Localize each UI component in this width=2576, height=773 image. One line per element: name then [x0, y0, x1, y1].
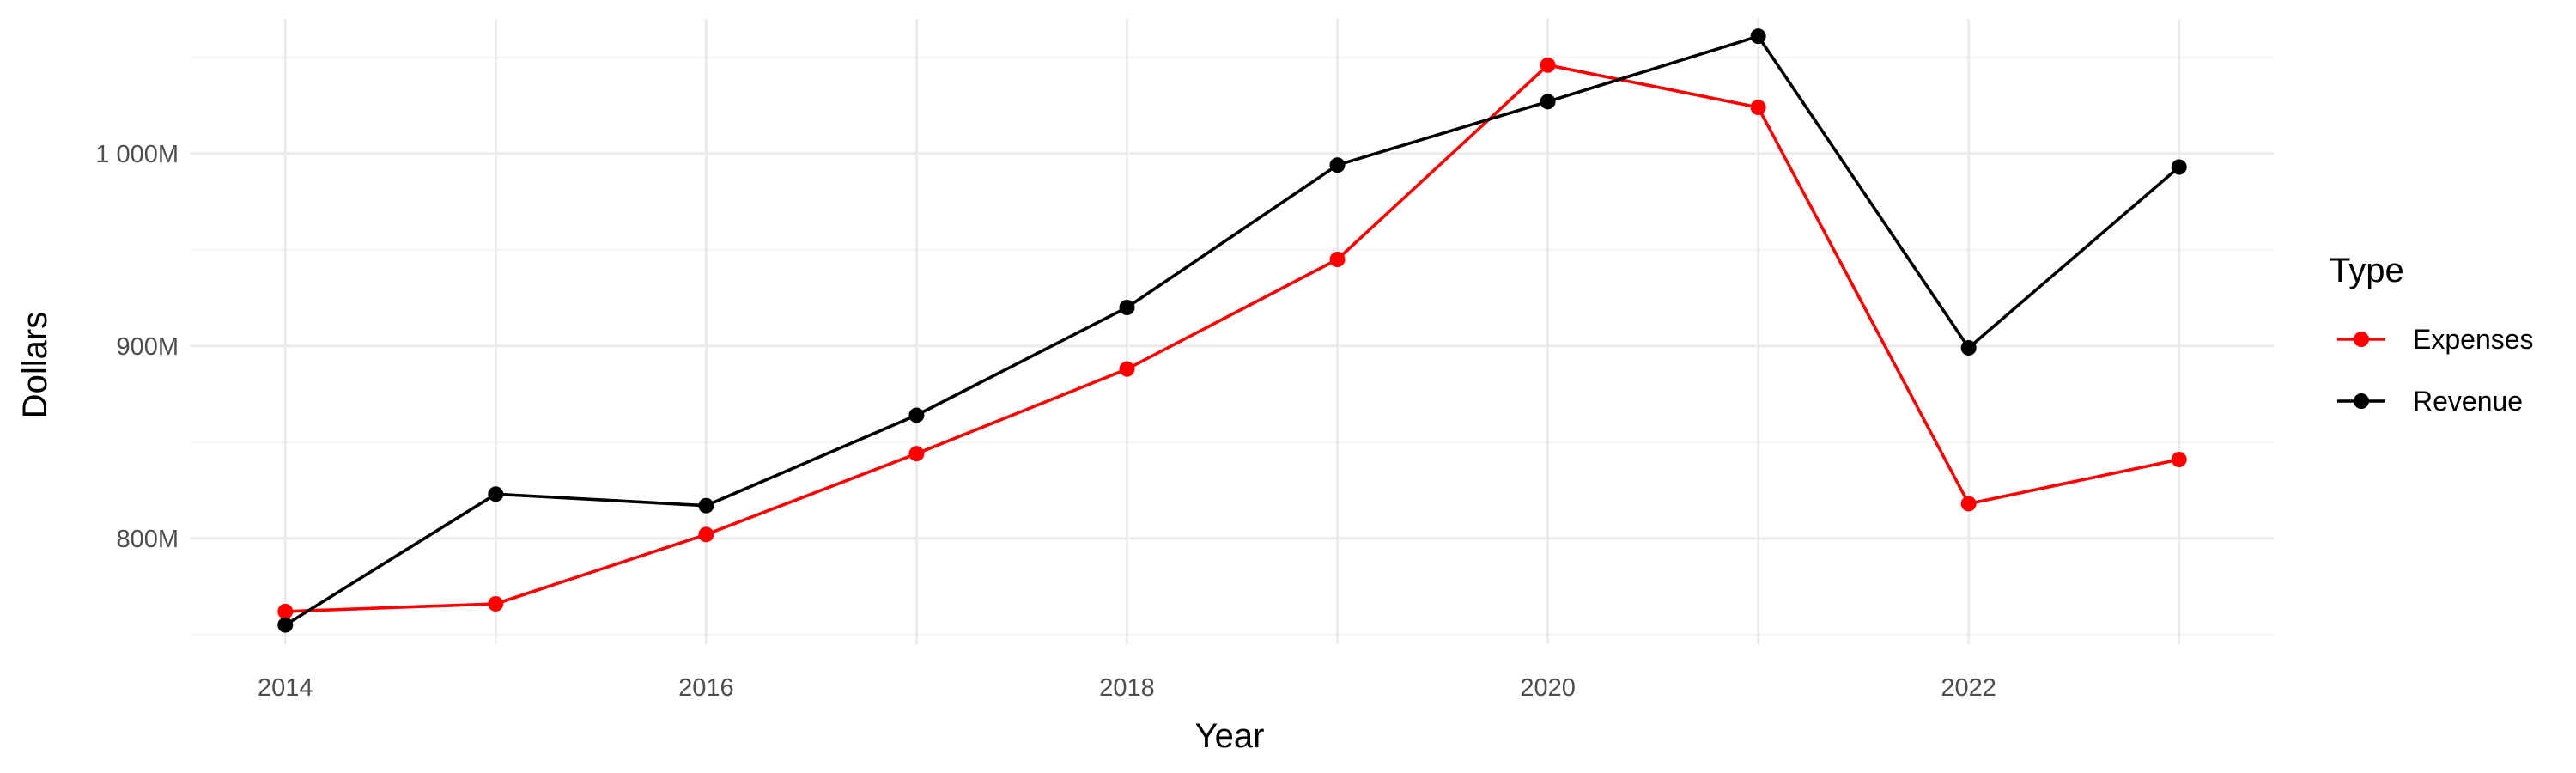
x-tick-label: 2022 [1941, 674, 1996, 702]
legend-label: Expenses [2413, 324, 2534, 355]
data-point-revenue [698, 497, 714, 514]
data-point-revenue [277, 617, 294, 633]
data-point-expenses [1540, 57, 1556, 73]
data-point-expenses [1329, 252, 1346, 267]
x-tick-label: 2016 [678, 674, 734, 702]
data-point-expenses [277, 603, 294, 619]
legend-entries: Expenses Revenue [2337, 324, 2534, 417]
minor-gridlines [191, 56, 2274, 636]
series-expenses [277, 57, 2187, 619]
legend-key-point [2354, 393, 2369, 409]
data-point-expenses [1960, 496, 1977, 512]
legend: Type Expenses Revenue [2330, 252, 2534, 417]
y-axis-tick-labels: 800M 900M 1 000M [95, 141, 179, 553]
legend-key-point [2354, 332, 2369, 347]
data-point-revenue [1329, 157, 1346, 173]
legend-label: Revenue [2413, 386, 2523, 417]
x-tick-label: 2018 [1099, 674, 1155, 702]
data-point-expenses [908, 446, 925, 462]
x-tick-label: 2014 [258, 674, 313, 702]
legend-title: Type [2330, 252, 2404, 289]
data-point-expenses [488, 595, 504, 612]
y-tick-label: 900M [116, 333, 179, 361]
data-point-revenue [1750, 28, 1766, 45]
y-axis-title: Dollars [16, 312, 54, 418]
data-point-expenses [1750, 100, 1766, 116]
legend-entry: Revenue [2337, 386, 2523, 417]
x-axis-title: Year [1195, 717, 1265, 755]
data-point-revenue [1960, 340, 1977, 356]
y-tick-label: 1 000M [95, 141, 179, 168]
data-point-expenses [698, 526, 714, 543]
x-tick-label: 2020 [1520, 674, 1576, 702]
data-point-revenue [2171, 159, 2187, 175]
data-point-revenue [488, 486, 504, 502]
data-point-revenue [1540, 94, 1556, 110]
data-point-expenses [1119, 361, 1135, 377]
series-revenue [277, 28, 2187, 633]
data-point-expenses [2171, 451, 2187, 467]
data-point-revenue [1119, 300, 1135, 315]
series-layer [277, 28, 2187, 633]
series-line-expenses [285, 64, 2180, 613]
legend-entry: Expenses [2337, 324, 2534, 355]
y-tick-label: 800M [116, 526, 179, 553]
major-gridlines [191, 19, 2274, 644]
x-axis-tick-labels: 2014 2016 2018 2020 2022 [258, 674, 1996, 702]
series-line-revenue [284, 34, 2180, 627]
data-point-revenue [908, 407, 925, 423]
